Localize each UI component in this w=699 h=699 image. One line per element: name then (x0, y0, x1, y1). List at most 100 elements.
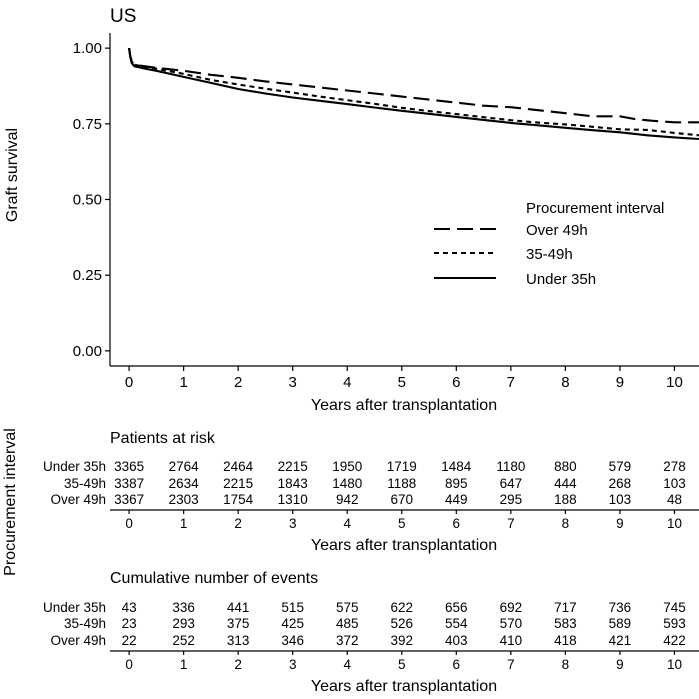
table-cell: 880 (554, 459, 577, 474)
table-cell: 1843 (278, 476, 308, 491)
table-cell: 575 (336, 600, 359, 615)
table-cell: 1719 (387, 459, 417, 474)
x-tick-label: 5 (398, 374, 406, 391)
table-x-tick-label: 5 (398, 657, 406, 672)
table-row-label: Under 35h (43, 459, 106, 474)
table-cell: 579 (609, 459, 632, 474)
table-x-tick-label: 7 (507, 657, 515, 672)
table-cell: 403 (445, 633, 468, 648)
table-cell: 313 (227, 633, 250, 648)
table-row-label: 35-49h (64, 616, 106, 631)
table-cell: 293 (172, 616, 195, 631)
curve-over-49h (128, 47, 699, 124)
survival-curves (128, 47, 699, 141)
table-cell: 441 (227, 600, 250, 615)
x-tick-label: 7 (507, 374, 515, 391)
table-cell: 2303 (169, 492, 199, 507)
table-cell: 2215 (278, 459, 308, 474)
table-cell: 103 (609, 492, 632, 507)
table-x-tick-label: 1 (180, 657, 188, 672)
table-cell: 2215 (223, 476, 253, 491)
y-axis-title: Graft survival (4, 128, 21, 222)
table-x-tick-label: 8 (562, 516, 570, 531)
table-x-axis-title: Years after transplantation (311, 537, 497, 554)
table-cell: 647 (500, 476, 523, 491)
table-row-label: 35-49h (64, 476, 106, 491)
table-cell: 346 (281, 633, 304, 648)
table-cell: 895 (445, 476, 468, 491)
table-cell: 1484 (441, 459, 472, 474)
table-cell: 418 (554, 633, 577, 648)
x-tick-label: 8 (561, 374, 569, 391)
table-cell: 22 (122, 633, 137, 648)
table-row-label: Over 49h (50, 633, 106, 648)
table-x-tick-label: 10 (667, 657, 682, 672)
table-x-tick-label: 10 (667, 516, 682, 531)
y-tick-label: 1.00 (73, 40, 102, 57)
table-x-tick-label: 1 (180, 516, 188, 531)
plot-area: 0.00 0.25 0.50 0.75 1.00 0 1 2 3 4 5 6 7 8 9 10 (73, 33, 699, 391)
table-cell: 717 (554, 600, 577, 615)
table-cell: 375 (227, 616, 250, 631)
table-x-tick-label: 4 (343, 657, 351, 672)
table-x-tick-label: 8 (562, 657, 570, 672)
table-cell: 656 (445, 600, 468, 615)
table-cell: 188 (554, 492, 577, 507)
table-x-tick-label: 7 (507, 516, 515, 531)
table-cell: 3367 (114, 492, 144, 507)
table-cell: 295 (500, 492, 523, 507)
table-cell: 583 (554, 616, 577, 631)
table-cell: 570 (500, 616, 523, 631)
table-x-tick-label: 3 (289, 516, 297, 531)
x-tick-label: 1 (179, 374, 187, 391)
table-x-tick-label: 6 (453, 516, 461, 531)
table-cell: 48 (667, 492, 682, 507)
table-cell: 1188 (387, 476, 416, 491)
table-cell: 2464 (223, 459, 254, 474)
table-cell: 670 (391, 492, 414, 507)
table-x-tick-label: 3 (289, 657, 297, 672)
table-cell: 392 (391, 633, 414, 648)
table-x-axis-title: Years after transplantation (311, 678, 497, 695)
table-cell: 268 (609, 476, 632, 491)
table-cell: 2764 (169, 459, 200, 474)
legend: Procurement interval Over 49h 35-49h Und… (434, 200, 664, 288)
table-x-tick-label: 9 (616, 657, 624, 672)
table-cell: 444 (554, 476, 577, 491)
table-title: Cumulative number of events (110, 570, 318, 587)
table-cell: 554 (445, 616, 468, 631)
y-ticks: 0.00 0.25 0.50 0.75 1.00 (73, 40, 110, 360)
legend-label-under-35h: Under 35h (526, 271, 596, 288)
table-row-label: Over 49h (50, 492, 106, 507)
legend-title: Procurement interval (526, 200, 664, 217)
table-x-tick-label: 9 (616, 516, 624, 531)
table-cell: 692 (500, 600, 523, 615)
table-x-tick-label: 4 (343, 516, 351, 531)
table-cell: 485 (336, 616, 359, 631)
table-x-tick-label: 6 (453, 657, 461, 672)
table-cell: 1310 (278, 492, 308, 507)
x-tick-label: 3 (289, 374, 297, 391)
table-cell: 1480 (332, 476, 362, 491)
table-cell: 2634 (169, 476, 200, 491)
table-cell: 278 (663, 459, 686, 474)
curve-35-49h (128, 47, 699, 137)
x-tick-label: 9 (616, 374, 624, 391)
table-x-tick-label: 2 (234, 657, 242, 672)
table-cell: 589 (609, 616, 632, 631)
risk-table-group-label: Procurement interval (2, 428, 19, 576)
table-cell: 422 (663, 633, 686, 648)
table-cell: 593 (663, 616, 686, 631)
table-cell: 23 (122, 616, 137, 631)
x-axis-title: Years after transplantation (311, 397, 497, 414)
table-cell: 425 (281, 616, 304, 631)
x-tick-label: 6 (452, 374, 460, 391)
x-tick-label: 4 (343, 374, 351, 391)
curve-under-35h (128, 47, 699, 141)
x-tick-label: 2 (234, 374, 242, 391)
legend-label-35-49h: 35-49h (526, 246, 573, 263)
